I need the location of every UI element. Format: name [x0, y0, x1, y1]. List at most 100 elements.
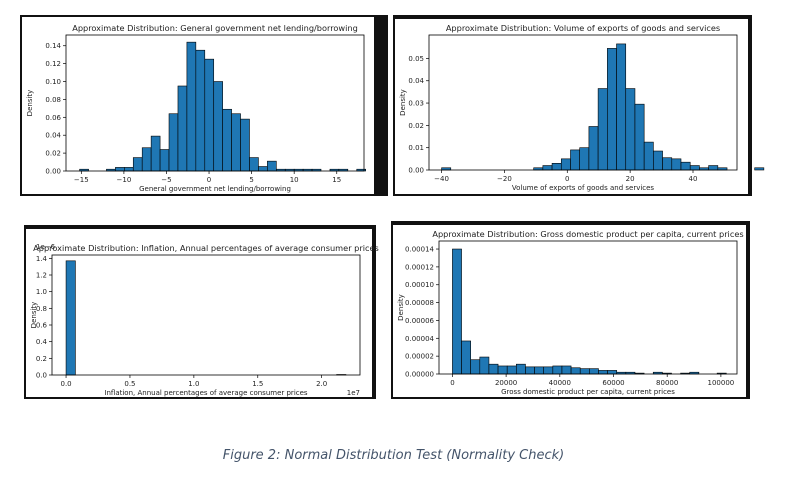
- chart-gdp: Approximate Distribution: Gross domestic…: [397, 229, 744, 396]
- histogram-bar: [141, 147, 152, 172]
- x-tick-label: 10: [290, 176, 299, 184]
- x-tick-label: 1.5: [252, 380, 263, 388]
- histogram-bar: [470, 359, 481, 375]
- histogram-bar: [222, 108, 232, 172]
- histogram-bar: [579, 368, 590, 375]
- y-tick-label: 0.00006: [405, 317, 434, 325]
- histogram-bar: [516, 363, 526, 375]
- histogram-bar: [150, 135, 161, 172]
- y-tick-label: 0.02: [408, 122, 424, 130]
- histogram-bar: [231, 113, 241, 172]
- y-tick-label: 0.04: [45, 132, 61, 140]
- histogram-bar: [570, 367, 581, 375]
- y-axis-label: Density: [30, 302, 38, 329]
- histogram-bar: [267, 160, 277, 172]
- histogram-bar: [186, 41, 197, 172]
- chart-title: Approximate Distribution: Gross domestic…: [432, 229, 743, 239]
- chart-title: Approximate Distribution: Inflation, Ann…: [33, 243, 379, 253]
- histogram-bar: [551, 163, 562, 171]
- histogram-bar: [662, 157, 673, 171]
- x-tick-label: 0: [450, 379, 454, 387]
- y-tick-label: 0.01: [408, 144, 424, 152]
- y-tick-label: 1.4: [36, 255, 48, 263]
- x-tick-label: 5: [249, 176, 253, 184]
- y-tick-label: 0.8: [36, 305, 47, 313]
- x-tick-label: 60000: [602, 379, 624, 387]
- histogram-bar: [542, 165, 553, 171]
- histogram-bar: [689, 165, 700, 171]
- y-axis-label: Density: [397, 294, 405, 321]
- x-tick-label: 0: [565, 175, 569, 183]
- y-tick-label: 0.02: [45, 150, 61, 158]
- y-tick-label: 0.06: [45, 114, 61, 122]
- x-tick-label: 20000: [495, 379, 517, 387]
- x-axis-label: Inflation, Annual percentages of average…: [104, 389, 307, 397]
- histogram-bar: [708, 165, 719, 171]
- plot-frame: [51, 254, 361, 376]
- x-tick-label: −20: [497, 175, 512, 183]
- x-tick-label: 1.0: [188, 380, 199, 388]
- y-tick-label: 0.12: [45, 60, 61, 68]
- x-tick-label: −15: [74, 176, 89, 184]
- y-tick-label: 0.2: [36, 355, 47, 363]
- histogram-bar: [643, 141, 654, 171]
- y-tick-label: 1.2: [36, 272, 47, 280]
- y-tick-label: 0.00012: [405, 263, 434, 271]
- chart-panel-exports: Approximate Distribution: Volume of expo…: [393, 15, 765, 196]
- histogram-bar: [634, 103, 645, 171]
- chart-panel-inflation: Approximate Distribution: Inflation, Ann…: [24, 225, 379, 399]
- histogram-bar: [488, 363, 499, 375]
- histogram-bar: [625, 88, 636, 171]
- histogram-bar: [452, 248, 462, 375]
- y-axis-label: Density: [26, 90, 34, 117]
- y-tick-label: 0.00000: [405, 371, 434, 379]
- histogram-bar: [560, 158, 571, 171]
- histogram-bar: [115, 167, 125, 172]
- x-tick-label: 15: [332, 176, 341, 184]
- y-axis-label: Density: [399, 89, 407, 116]
- histogram-bar: [534, 366, 545, 375]
- histogram-bar: [479, 356, 490, 375]
- y-tick-label: 0.00: [408, 167, 424, 175]
- x-tick-label: −10: [117, 176, 132, 184]
- histogram-bar: [497, 365, 508, 375]
- histogram-bar: [607, 370, 618, 375]
- histogram-bar: [671, 158, 682, 171]
- y-tick-label: 0.4: [36, 338, 48, 346]
- y-tick-label: 0.0: [36, 372, 47, 380]
- plot-frame: [428, 34, 738, 171]
- chart-title: Approximate Distribution: Volume of expo…: [446, 23, 720, 33]
- x-tick-label: 0.5: [124, 380, 135, 388]
- histogram-bar: [124, 167, 134, 172]
- histogram-bar: [561, 365, 572, 375]
- x-axis-label: Volume of exports of goods and services: [512, 184, 655, 192]
- histogram-bar: [754, 167, 765, 171]
- plot-frame: [65, 34, 365, 172]
- histogram-bar: [616, 43, 627, 171]
- chart-title: Approximate Distribution: General govern…: [72, 23, 358, 33]
- x-tick-label: 40000: [549, 379, 571, 387]
- y-tick-label: 0.08: [45, 96, 61, 104]
- histogram-bar: [589, 368, 599, 375]
- histogram-bar: [653, 150, 663, 171]
- histogram-bar: [204, 58, 215, 172]
- histogram-bar: [543, 366, 554, 375]
- y-tick-label: 0.04: [408, 77, 424, 85]
- chart-inflation: Approximate Distribution: Inflation, Ann…: [30, 243, 379, 397]
- x-axis-label: Gross domestic product per capita, curre…: [501, 388, 675, 396]
- x-tick-label: 0: [207, 176, 211, 184]
- y-tick-label: 0.00014: [405, 246, 434, 254]
- histogram-bar: [598, 370, 608, 375]
- histogram-bar: [570, 149, 580, 171]
- y-tick-label: 0.00002: [405, 353, 434, 361]
- histogram-bar: [258, 166, 268, 172]
- histogram-bar: [177, 85, 188, 172]
- histogram-bar: [195, 49, 206, 172]
- x-tick-label: 40: [689, 175, 698, 183]
- x-tick-label: 2.0: [316, 380, 327, 388]
- y-tick-label: 0.00: [45, 168, 61, 176]
- chart-exports: Approximate Distribution: Volume of expo…: [399, 23, 765, 192]
- histogram-bar: [240, 118, 250, 172]
- x-tick-label: −40: [434, 175, 449, 183]
- y-tick-label: 0.6: [36, 322, 48, 330]
